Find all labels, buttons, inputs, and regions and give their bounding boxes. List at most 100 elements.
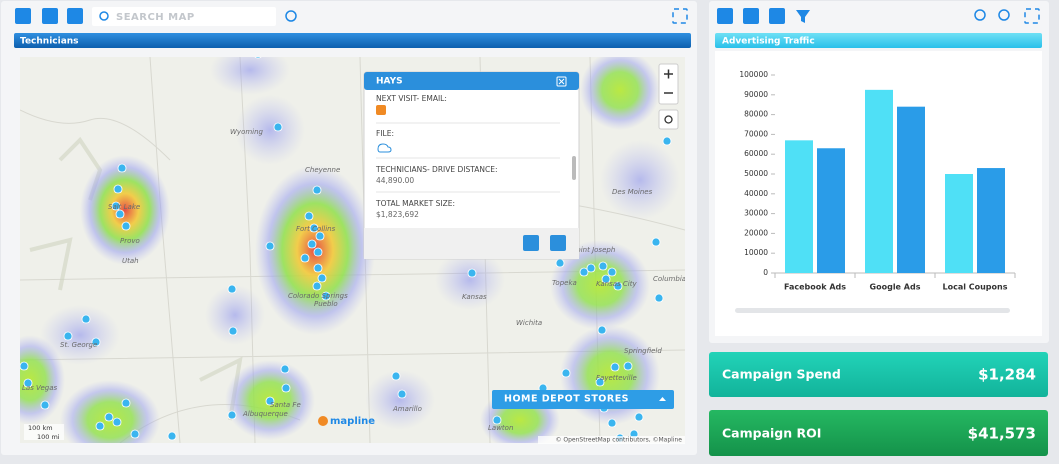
- map-pin: [227, 284, 237, 294]
- map-pin: [598, 261, 608, 271]
- popup-close[interactable]: [556, 76, 567, 87]
- x-tick-label: Local Coupons: [942, 283, 1007, 292]
- map-pin: [130, 429, 140, 439]
- map-label: Santa Fe: [270, 401, 301, 409]
- bar: [785, 140, 813, 273]
- popup-footer: [364, 228, 579, 259]
- chart-header: [715, 33, 1042, 48]
- map-pin: [280, 364, 290, 374]
- popup-title: HAYS: [376, 77, 403, 87]
- y-tick-label: 20000: [744, 228, 768, 237]
- x-tick-label: Google Ads: [870, 283, 921, 292]
- map-pin: [167, 431, 177, 441]
- map-pin: [610, 362, 620, 372]
- search-box[interactable]: [92, 7, 276, 26]
- scale-bar: [24, 424, 64, 440]
- popup-scrollbar[interactable]: [572, 156, 576, 180]
- x-tick-label: Facebook Ads: [784, 283, 846, 292]
- map-label: Kansas: [462, 293, 487, 301]
- map-label: Colorado Springs: [288, 292, 348, 300]
- map-label: Springfield: [624, 347, 662, 355]
- locate-button[interactable]: [658, 109, 679, 130]
- map-pin: [651, 237, 661, 247]
- map-pin: [228, 326, 238, 336]
- map-pin: [111, 201, 121, 211]
- fullscreen-button[interactable]: [1024, 8, 1040, 24]
- map-pin: [561, 368, 571, 378]
- kpi-card: [709, 410, 1048, 456]
- zoom-buttons[interactable]: [664, 69, 673, 94]
- map-label: Provo: [120, 237, 140, 245]
- email-icon: [376, 105, 386, 115]
- scale-mi: 100 mi: [37, 433, 60, 441]
- map-pin: [309, 223, 319, 233]
- y-tick-label: 70000: [744, 129, 768, 138]
- map-pin: [273, 122, 283, 132]
- zoom-out-button[interactable]: [998, 9, 1010, 21]
- layer-button[interactable]: [492, 390, 674, 409]
- map-pin: [312, 281, 322, 291]
- map-pin: [121, 221, 131, 231]
- refresh-button[interactable]: [285, 10, 297, 22]
- toggle-button[interactable]: [15, 8, 31, 24]
- logo: mapline: [330, 416, 375, 427]
- toggle-button[interactable]: [717, 8, 733, 24]
- filter-button[interactable]: [796, 10, 810, 23]
- kpi-card: [709, 352, 1048, 397]
- scale-km: 100 km: [28, 424, 53, 432]
- layer-button-label: HOME DEPOT STORES: [504, 394, 629, 405]
- route-button[interactable]: [523, 235, 539, 251]
- chart-scrollbar[interactable]: [735, 308, 1010, 313]
- map-label: Wichita: [516, 319, 542, 327]
- table-button[interactable]: [67, 8, 83, 24]
- field-label: FILE:: [376, 129, 394, 138]
- field-value: 44,890.00: [376, 176, 414, 185]
- map-label: Topeka: [552, 279, 577, 287]
- map-pin: [121, 398, 131, 408]
- file-icon[interactable]: [377, 143, 392, 153]
- map-label: Kansas City: [596, 280, 637, 288]
- map-pin: [397, 389, 407, 399]
- map-label: Lawton: [488, 424, 513, 432]
- field-label: TOTAL MARKET SIZE:: [375, 199, 455, 208]
- map-pin: [254, 57, 262, 59]
- navigate-button[interactable]: [550, 235, 566, 251]
- table-button[interactable]: [743, 8, 759, 24]
- map-label: St. George: [60, 341, 97, 349]
- map-pin: [20, 361, 29, 371]
- search-placeholder: SEARCH MAP: [116, 12, 195, 23]
- map-pin: [623, 361, 633, 371]
- map-pin: [597, 325, 607, 335]
- map-label: Albuquerque: [242, 410, 288, 418]
- y-tick-label: 10000: [744, 248, 768, 257]
- right-toolbar: [717, 8, 1040, 24]
- map-label: Des Moines: [612, 188, 653, 196]
- map-label: Pueblo: [314, 300, 338, 308]
- map-label: Fayetteville: [596, 374, 637, 382]
- sort-button[interactable]: [769, 8, 785, 24]
- map-pin: [104, 412, 114, 422]
- map-pin: [23, 378, 33, 388]
- map-pin: [312, 185, 322, 195]
- map-label: Amarillo: [392, 405, 422, 413]
- y-tick-label: 50000: [744, 169, 768, 178]
- map-header: [14, 33, 691, 48]
- map-pin: [313, 247, 323, 257]
- chart-title: Advertising Traffic: [722, 37, 815, 47]
- y-tick-label: 0: [763, 268, 768, 277]
- bar: [865, 89, 893, 273]
- map-pin: [315, 231, 325, 241]
- map-pin: [112, 417, 122, 427]
- map-pin: [115, 209, 125, 219]
- fullscreen-button[interactable]: [672, 8, 688, 24]
- map-pin: [304, 211, 314, 221]
- map-pin: [555, 258, 565, 268]
- map-pin: [613, 281, 623, 291]
- y-tick-label: 60000: [744, 149, 768, 158]
- add-button[interactable]: [42, 8, 58, 24]
- zoom-in-button[interactable]: [974, 9, 986, 21]
- field-label: NEXT VISIT- EMAIL:: [376, 94, 447, 103]
- y-tick-label: 30000: [744, 209, 768, 218]
- map-pin: [607, 267, 617, 277]
